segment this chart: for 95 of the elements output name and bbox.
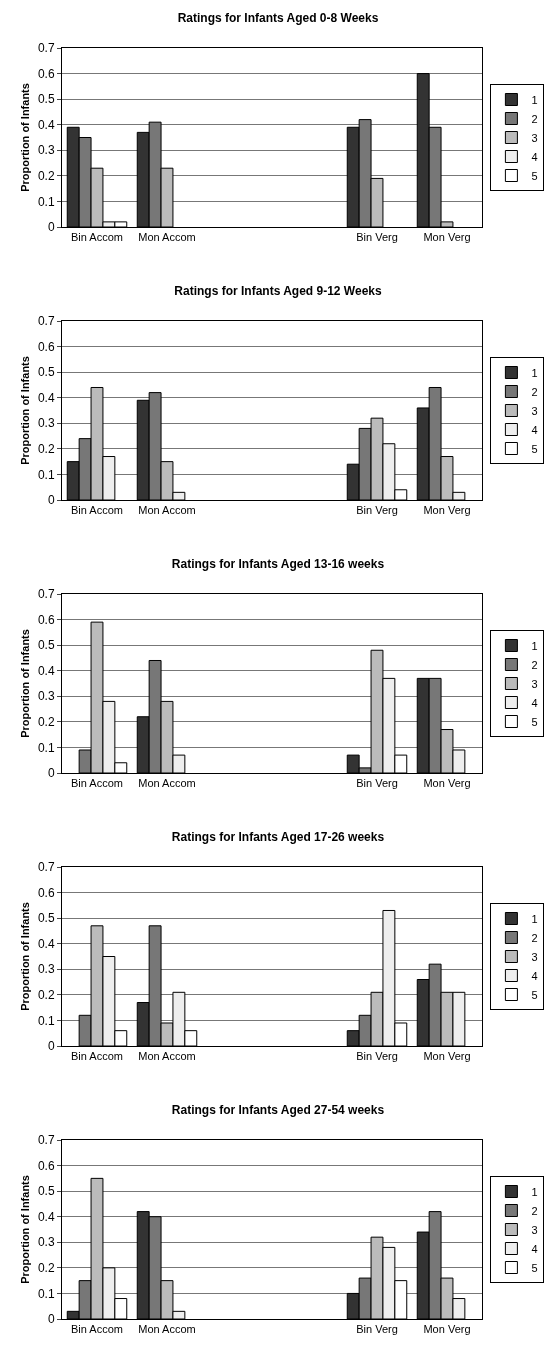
- y-tick-label: 0.7: [37, 41, 55, 56]
- y-tick-label: 0.3: [37, 962, 55, 977]
- y-tick-label: 0.4: [37, 936, 55, 951]
- y-tick-label: 0.1: [37, 467, 55, 482]
- x-tick-label: Bin Verg: [356, 231, 398, 244]
- legend-label: 4: [531, 1242, 538, 1255]
- y-tick-label: 0: [47, 493, 55, 508]
- y-tick-label: 0.2: [37, 169, 55, 184]
- y-tick-label: 0.5: [37, 638, 55, 653]
- y-tick-label: 0: [47, 1312, 55, 1327]
- y-tick-label: 0.7: [37, 860, 55, 875]
- y-tick-label: 0.2: [37, 988, 55, 1003]
- x-tick-label: Mon Verg: [423, 1323, 471, 1336]
- y-tick-label: 0.6: [37, 339, 55, 354]
- chart-title: Ratings for Infants Aged 9-12 Weeks: [174, 284, 383, 299]
- legend-label: 4: [531, 696, 538, 709]
- x-tick-label: Mon Accom: [138, 1050, 196, 1063]
- y-axis-title: Proportion of Infants: [18, 1175, 31, 1284]
- legend-label: 2: [531, 931, 538, 944]
- chart-title: Ratings for Infants Aged 0-8 Weeks: [177, 11, 379, 26]
- y-tick-label: 0.4: [37, 663, 55, 678]
- legend-label: 3: [531, 677, 538, 690]
- chart-title: Ratings for Infants Aged 13-16 weeks: [171, 557, 385, 572]
- y-tick-label: 0.1: [37, 1286, 55, 1301]
- legend-label: 1: [531, 1185, 538, 1198]
- x-tick-label: Mon Accom: [138, 1323, 196, 1336]
- y-tick-label: 0.6: [37, 1158, 55, 1173]
- x-tick-label: Bin Accom: [71, 1050, 123, 1063]
- y-tick-label: 0.3: [37, 143, 55, 158]
- legend-label: 1: [531, 639, 538, 652]
- y-tick-label: 0.4: [37, 390, 55, 405]
- x-tick-label: Mon Accom: [138, 504, 196, 517]
- y-tick-label: 0: [47, 1039, 55, 1054]
- y-tick-label: 0.2: [37, 715, 55, 730]
- legend-label: 3: [531, 131, 538, 144]
- x-tick-label: Mon Accom: [138, 231, 196, 244]
- legend-label: 2: [531, 1204, 538, 1217]
- legend-label: 5: [531, 442, 538, 455]
- y-tick-label: 0.7: [37, 314, 55, 329]
- x-tick-label: Mon Accom: [138, 777, 196, 790]
- y-axis-title: Proportion of Infants: [18, 356, 31, 465]
- legend-label: 5: [531, 715, 538, 728]
- x-tick-label: Mon Verg: [423, 777, 471, 790]
- chart-title: Ratings for Infants Aged 17-26 weeks: [171, 830, 385, 845]
- legend-label: 5: [531, 1261, 538, 1274]
- legend-label: 4: [531, 423, 538, 436]
- y-tick-label: 0.5: [37, 365, 55, 380]
- x-tick-label: Bin Accom: [71, 777, 123, 790]
- y-tick-label: 0.1: [37, 194, 55, 209]
- legend-label: 2: [531, 658, 538, 671]
- y-tick-label: 0: [47, 220, 55, 235]
- x-tick-label: Bin Verg: [356, 777, 398, 790]
- legend-label: 3: [531, 1223, 538, 1236]
- y-tick-label: 0.3: [37, 1235, 55, 1250]
- y-tick-label: 0.3: [37, 416, 55, 431]
- y-tick-label: 0.5: [37, 911, 55, 926]
- legend-label: 5: [531, 988, 538, 1001]
- legend-label: 3: [531, 404, 538, 417]
- y-axis-title: Proportion of Infants: [18, 902, 31, 1011]
- y-tick-label: 0.3: [37, 689, 55, 704]
- y-tick-label: 0.6: [37, 66, 55, 81]
- x-tick-label: Mon Verg: [423, 504, 471, 517]
- y-tick-label: 0: [47, 766, 55, 781]
- y-tick-label: 0.7: [37, 587, 55, 602]
- legend-label: 1: [531, 912, 538, 925]
- y-tick-label: 0.2: [37, 1261, 55, 1276]
- x-tick-label: Mon Verg: [423, 1050, 471, 1063]
- x-tick-label: Mon Verg: [423, 231, 471, 244]
- x-tick-label: Bin Accom: [71, 231, 123, 244]
- x-tick-label: Bin Verg: [356, 504, 398, 517]
- legend-label: 2: [531, 112, 538, 125]
- legend-label: 1: [531, 93, 538, 106]
- x-tick-label: Bin Verg: [356, 1050, 398, 1063]
- x-tick-label: Bin Accom: [71, 504, 123, 517]
- x-tick-label: Bin Verg: [356, 1323, 398, 1336]
- legend-label: 4: [531, 150, 538, 163]
- y-axis-title: Proportion of Infants: [18, 629, 31, 738]
- legend-label: 2: [531, 385, 538, 398]
- y-tick-label: 0.7: [37, 1133, 55, 1148]
- legend-label: 1: [531, 366, 538, 379]
- y-tick-label: 0.5: [37, 92, 55, 107]
- legend-label: 5: [531, 169, 538, 182]
- y-tick-label: 0.6: [37, 612, 55, 627]
- y-tick-label: 0.4: [37, 1209, 55, 1224]
- y-tick-label: 0.1: [37, 740, 55, 755]
- y-tick-label: 0.4: [37, 117, 55, 132]
- y-axis-title: Proportion of Infants: [18, 83, 31, 192]
- x-tick-label: Bin Accom: [71, 1323, 123, 1336]
- chart-title: Ratings for Infants Aged 27-54 weeks: [171, 1103, 385, 1118]
- y-tick-label: 0.6: [37, 885, 55, 900]
- legend-label: 3: [531, 950, 538, 963]
- y-tick-label: 0.2: [37, 442, 55, 457]
- y-tick-label: 0.1: [37, 1013, 55, 1028]
- y-tick-label: 0.5: [37, 1184, 55, 1199]
- legend-label: 4: [531, 969, 538, 982]
